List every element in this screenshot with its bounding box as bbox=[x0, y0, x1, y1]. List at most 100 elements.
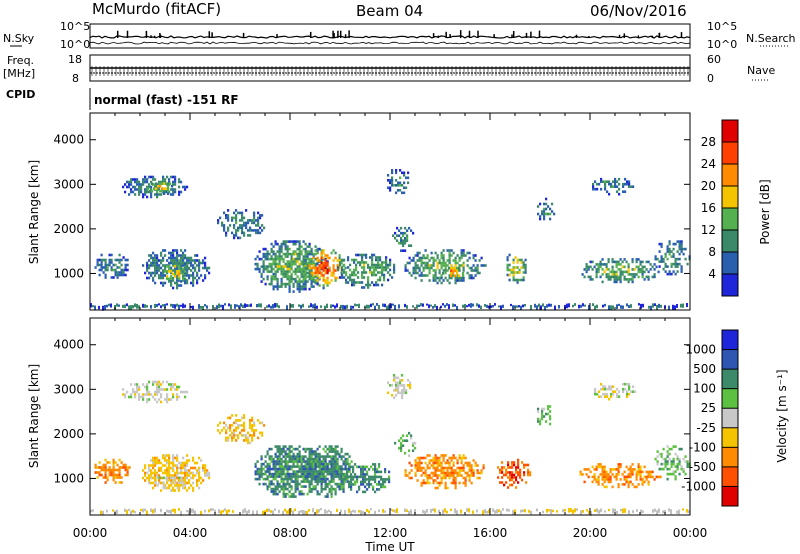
echo-cell bbox=[157, 184, 160, 188]
echo-cell bbox=[389, 261, 392, 264]
echo-cell bbox=[268, 472, 271, 476]
echo-cell bbox=[330, 475, 333, 478]
echo-cell bbox=[462, 454, 465, 457]
echo-cell bbox=[172, 489, 175, 492]
echo-cell bbox=[394, 236, 397, 240]
echo-cell bbox=[418, 251, 421, 255]
echo-cell bbox=[282, 260, 285, 263]
echo-cell bbox=[599, 260, 602, 264]
echo-cell bbox=[612, 180, 615, 183]
echo-cell bbox=[104, 481, 107, 484]
echo-cell bbox=[436, 466, 439, 470]
echo-cell bbox=[260, 275, 263, 278]
echo-cell bbox=[114, 468, 117, 472]
echo-cell bbox=[438, 259, 441, 262]
echo-cell bbox=[274, 272, 277, 276]
echo-cell bbox=[154, 274, 157, 277]
echo-cell bbox=[332, 264, 335, 267]
echo-cell bbox=[320, 470, 323, 473]
echo-cell bbox=[288, 270, 291, 273]
echo-cell bbox=[436, 264, 439, 267]
echo-cell bbox=[298, 255, 301, 258]
echo-cell bbox=[373, 273, 376, 277]
echo-cell bbox=[255, 229, 258, 232]
echo-cell bbox=[142, 195, 145, 199]
echo-cell bbox=[377, 266, 380, 269]
echo-cell bbox=[96, 263, 99, 267]
echo-cell bbox=[302, 467, 305, 471]
echo-cell bbox=[603, 480, 606, 484]
echo-cell bbox=[270, 262, 273, 266]
echo-cell bbox=[164, 264, 167, 267]
echo-cell bbox=[625, 480, 628, 484]
echo-cell bbox=[178, 262, 181, 266]
echo-cell bbox=[361, 276, 364, 279]
echo-cell bbox=[326, 264, 329, 267]
ground-cell bbox=[566, 303, 568, 309]
echo-cell bbox=[385, 268, 388, 272]
echo-cell bbox=[176, 276, 179, 280]
echo-cell bbox=[258, 472, 261, 476]
echo-cell bbox=[656, 455, 659, 458]
echo-cell bbox=[276, 457, 279, 461]
echo-cell bbox=[616, 387, 619, 391]
echo-cell bbox=[180, 259, 183, 262]
echo-cell bbox=[448, 471, 451, 475]
echo-cell bbox=[264, 455, 267, 458]
echo-cell bbox=[184, 469, 187, 472]
echo-cell bbox=[607, 273, 610, 276]
echo-cell bbox=[326, 447, 329, 451]
echo-cell bbox=[402, 241, 405, 245]
echo-cell bbox=[316, 279, 319, 282]
echo-cell bbox=[444, 269, 447, 272]
echo-cell bbox=[258, 477, 261, 481]
echo-cell bbox=[400, 236, 403, 240]
echo-cell bbox=[158, 193, 161, 196]
echo-cell bbox=[529, 473, 532, 477]
echo-cell bbox=[148, 474, 151, 477]
echo-cell bbox=[156, 390, 159, 394]
ground-cell bbox=[286, 305, 288, 310]
echo-cell bbox=[403, 191, 406, 195]
echo-cell bbox=[318, 455, 321, 458]
echo-cell bbox=[172, 254, 175, 257]
echo-cell bbox=[601, 268, 604, 271]
echo-cell bbox=[288, 467, 291, 471]
ground-cell bbox=[508, 509, 510, 512]
echo-cell bbox=[410, 436, 413, 440]
echo-cell bbox=[460, 279, 463, 282]
echo-cell bbox=[231, 434, 234, 437]
echo-cell bbox=[340, 465, 343, 468]
echo-cell bbox=[407, 379, 410, 382]
echo-cell bbox=[328, 266, 331, 270]
echo-cell bbox=[110, 258, 113, 262]
echo-cell bbox=[280, 285, 283, 288]
ground-cell bbox=[172, 304, 174, 308]
echo-cell bbox=[334, 445, 337, 448]
echo-cell bbox=[664, 262, 667, 266]
echo-cell bbox=[645, 478, 648, 481]
echo-cell bbox=[438, 269, 441, 272]
echo-cell bbox=[138, 188, 141, 191]
echo-cell bbox=[334, 492, 337, 496]
echo-cell bbox=[176, 281, 179, 285]
echo-cell bbox=[598, 395, 601, 398]
echo-cell bbox=[146, 476, 149, 480]
echo-cell bbox=[290, 262, 293, 266]
echo-cell bbox=[206, 474, 209, 477]
echo-cell bbox=[338, 452, 341, 456]
echo-cell bbox=[302, 282, 305, 286]
ground-cell bbox=[128, 508, 130, 511]
echo-cell bbox=[659, 475, 662, 479]
echo-cell bbox=[589, 278, 592, 281]
echo-cell bbox=[308, 245, 311, 248]
echo-cell bbox=[393, 263, 396, 267]
echo-cell bbox=[326, 465, 329, 468]
echo-cell bbox=[190, 274, 193, 277]
ground-cell bbox=[622, 305, 624, 309]
echo-cell bbox=[196, 281, 199, 285]
echo-cell bbox=[501, 481, 504, 484]
echo-cell bbox=[389, 189, 392, 192]
echo-cell bbox=[264, 255, 267, 258]
echo-cell bbox=[302, 285, 305, 288]
